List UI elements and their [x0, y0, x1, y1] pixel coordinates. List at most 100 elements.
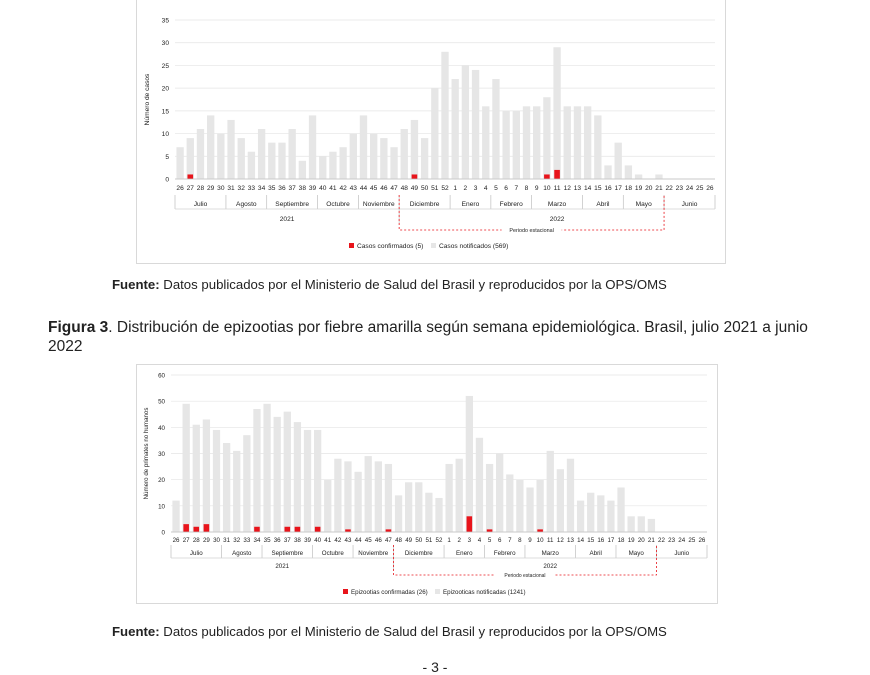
x-tick-label: 32: [233, 537, 240, 544]
month-label: Mayo: [636, 201, 652, 208]
x-tick-label: 38: [299, 185, 307, 192]
notified-bar: [206, 115, 215, 179]
x-tick-label: 12: [564, 185, 572, 192]
notified-bar: [516, 479, 524, 532]
x-tick-label: 51: [431, 185, 439, 192]
x-tick-label: 23: [668, 537, 675, 544]
notified-bar: [482, 106, 490, 179]
legend-swatch-notified: [431, 243, 436, 248]
x-tick-label: 46: [380, 185, 388, 192]
notified-bar: [543, 97, 551, 179]
x-tick-label: 17: [607, 537, 614, 544]
notified-bar: [380, 138, 388, 179]
legend-label-notified: Epizooticas notificadas (1241): [443, 589, 526, 596]
y-tick-label: 50: [158, 399, 165, 406]
x-tick-label: 49: [405, 537, 412, 544]
y-axis-label: Número de primates no humanos: [143, 408, 150, 500]
source-label: Fuente:: [112, 277, 160, 292]
notified-bar: [196, 129, 205, 179]
month-label: Septiembre: [271, 550, 303, 557]
notified-bar: [354, 471, 362, 532]
month-label: Junio: [682, 201, 698, 208]
x-tick-label: 37: [284, 537, 291, 544]
y-tick-label: 35: [162, 18, 170, 25]
x-tick-label: 48: [401, 185, 409, 192]
x-tick-label: 38: [294, 537, 301, 544]
confirmed-bar: [537, 529, 543, 532]
x-tick-label: 26: [176, 185, 184, 192]
x-tick-label: 4: [484, 185, 488, 192]
notified-bar: [556, 469, 564, 532]
y-tick-label: 20: [162, 86, 170, 93]
x-tick-label: 45: [365, 537, 372, 544]
month-label: Febrero: [500, 201, 523, 208]
notified-bar: [263, 403, 271, 532]
notified-bar: [192, 424, 200, 532]
y-tick-label: 60: [158, 373, 165, 380]
month-label: Noviembre: [358, 550, 388, 557]
seasonal-period-label: Periodo estacional: [504, 573, 545, 579]
x-tick-label: 37: [288, 185, 296, 192]
notified-bar: [451, 79, 459, 179]
x-tick-label: 39: [309, 185, 317, 192]
x-tick-label: 19: [628, 537, 635, 544]
notified-bar: [394, 495, 403, 532]
notified-bar: [237, 138, 245, 179]
y-tick-label: 0: [162, 530, 166, 537]
x-tick-label: 21: [655, 185, 663, 192]
x-tick-label: 16: [604, 185, 612, 192]
notified-bar: [597, 495, 605, 532]
notified-bar: [329, 151, 337, 179]
x-tick-label: 18: [625, 185, 633, 192]
notified-bar: [172, 500, 180, 532]
notified-bar: [370, 133, 378, 179]
notified-bar: [247, 151, 256, 179]
notified-bar: [384, 463, 393, 532]
notified-bar: [546, 450, 554, 532]
confirmed-bar: [466, 516, 473, 532]
chart-epizootics: 0 10 20 30 40 50 60 Número de primates no human…: [136, 364, 718, 604]
chart-epidemiological-cases: 0 5 10 15 20 25 30 35 Número de casos 26 27 28 29 30 3…: [136, 0, 726, 264]
x-tick-label: 25: [688, 537, 695, 544]
notified-bar: [604, 165, 612, 179]
x-tick-label: 44: [360, 185, 368, 192]
x-tick-label: 3: [468, 537, 472, 544]
x-tick-label: 17: [615, 185, 623, 192]
notified-bar: [233, 450, 241, 532]
x-tick-label: 22: [665, 185, 673, 192]
notified-bar: [587, 492, 595, 532]
notified-bar: [441, 51, 449, 179]
confirmed-bar: [203, 524, 210, 532]
notified-bar: [492, 79, 500, 179]
notified-bar: [502, 110, 510, 179]
x-tick-label: 41: [324, 537, 331, 544]
confirmed-bar: [193, 526, 200, 532]
x-tick-label: 21: [648, 537, 655, 544]
month-label: Febrero: [494, 550, 516, 557]
notified-bar: [431, 88, 439, 179]
x-tick-label: 47: [390, 185, 398, 192]
notified-bar: [293, 422, 302, 532]
notified-bar: [217, 133, 225, 179]
notified-bar: [288, 129, 296, 179]
x-tick-label: 36: [274, 537, 281, 544]
x-tick-label: 1: [453, 185, 457, 192]
y-tick-label: 10: [158, 503, 165, 510]
y-tick-label: 15: [162, 108, 170, 115]
confirmed-bar: [187, 174, 194, 179]
notified-bar: [607, 500, 615, 532]
x-tick-label: 35: [264, 537, 271, 544]
x-tick-label: 28: [193, 537, 200, 544]
notified-bar: [415, 482, 423, 532]
x-tick-label: 52: [436, 537, 443, 544]
notified-bar: [655, 174, 663, 179]
notified-bar: [506, 474, 514, 532]
notified-bar: [324, 479, 332, 532]
x-tick-label: 18: [618, 537, 625, 544]
x-tick-label: 19: [635, 185, 643, 192]
notified-bar: [243, 435, 251, 532]
x-tick-label: 20: [645, 185, 653, 192]
y-tick-label: 25: [162, 63, 170, 70]
year-label: 2021: [275, 563, 289, 570]
x-tick-label: 14: [577, 537, 584, 544]
